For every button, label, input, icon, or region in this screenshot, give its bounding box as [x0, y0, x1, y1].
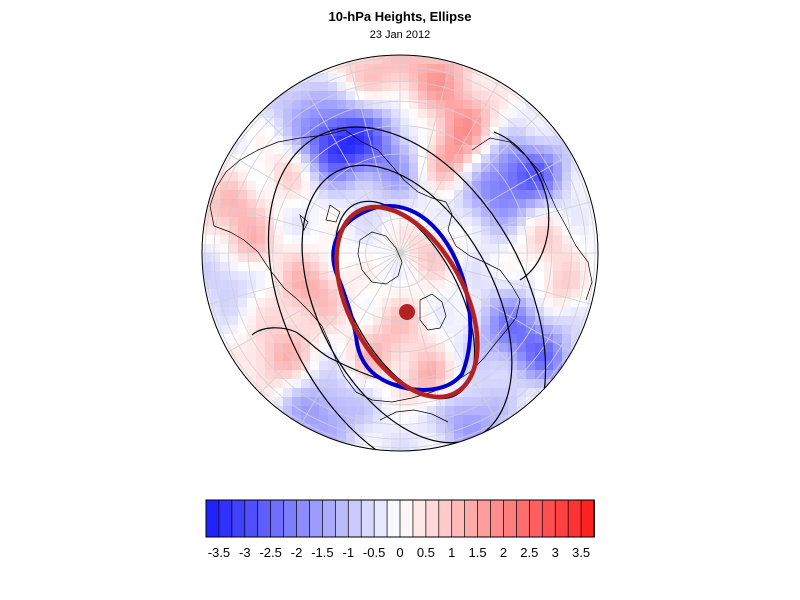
colorbar-tick-label: 2.5 [520, 545, 538, 560]
colorbar-tick-label: 3 [552, 545, 559, 560]
vortex-ellipses [331, 204, 480, 400]
height-contours [251, 126, 550, 451]
colorbar-box [399, 499, 414, 538]
colorbar-tick-label: -0.5 [363, 545, 385, 560]
colorbar-box [257, 499, 272, 538]
colorbar-tick-label: -1.5 [311, 545, 333, 560]
colorbar-box [270, 499, 285, 538]
colorbar-box [386, 499, 401, 538]
colorbar-box [360, 499, 375, 538]
colorbar-outline [205, 499, 595, 538]
colorbar-box [334, 499, 350, 538]
colorbar-box [580, 499, 595, 538]
colorbar-box [283, 499, 298, 538]
colorbar-box [451, 499, 466, 538]
colorbar-box [322, 499, 337, 538]
colorbar-tick-label: -2 [291, 545, 303, 560]
colorbar-box [244, 499, 259, 538]
colorbar-box [218, 499, 233, 538]
colorbar-tick-label: -1 [342, 545, 354, 560]
colorbar-tick-label: -3.5 [208, 545, 230, 560]
colorbar-box [205, 499, 220, 538]
colorbar-tick-label: -3 [239, 545, 251, 560]
colorbar-box [477, 499, 492, 538]
colorbar-tick-label: -2.5 [259, 545, 281, 560]
colorbar-box [425, 499, 440, 538]
colorbar-tick-label: 0.5 [417, 545, 435, 560]
colorbar-boxes [205, 499, 595, 538]
colorbar-box [503, 499, 518, 538]
map-date: 23 Jan 2012 [369, 29, 431, 41]
colorbar-tick-label: 1 [448, 545, 455, 560]
colorbar-tick-label: 3.5 [572, 545, 590, 560]
colorbar-box [347, 499, 363, 538]
colorbar-tick-label: 2 [500, 545, 507, 560]
colorbar-box [438, 499, 453, 538]
colorbar-box [554, 499, 569, 538]
ellipse-center-marker [399, 304, 415, 320]
colorbar-box [490, 499, 505, 538]
colorbar-box [464, 499, 479, 538]
graticule [202, 55, 598, 451]
colorbar-box [309, 499, 324, 538]
fitted-ellipse [334, 204, 480, 400]
colorbar-tick-labels: -3.5 -3 -2.5 -2 -1.5 -1 -0.5 0 0.5 1 1.5 2 2.5 3 3.5 [208, 545, 590, 560]
colorbar-tick-label: 1.5 [469, 545, 487, 560]
globe-outline [201, 54, 599, 452]
colorbar-box [296, 499, 311, 538]
colorbar-box [373, 499, 388, 538]
colorbar-box [541, 499, 557, 538]
colorbar-box [412, 499, 427, 538]
map-title: 10-hPa Heights, Ellipse [328, 9, 472, 24]
colorbar-box [231, 499, 246, 538]
colorbar-box [516, 499, 531, 538]
colorbar-box [528, 499, 544, 538]
colorbar-tick-label: 0 [396, 545, 403, 560]
colorbar-box [567, 499, 582, 538]
